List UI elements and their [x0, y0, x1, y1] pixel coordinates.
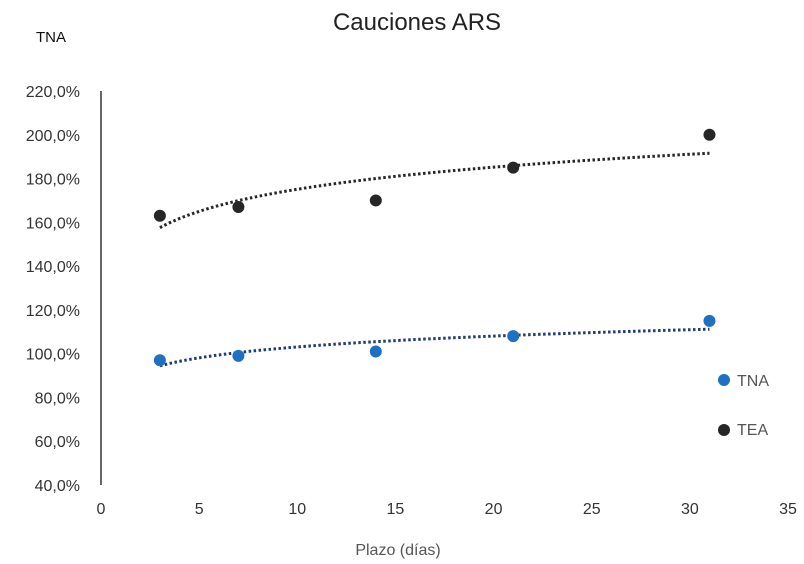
- x-tick-label: 35: [779, 501, 797, 518]
- x-tick-label: 5: [195, 501, 204, 518]
- y-tick-label: 60,0%: [35, 434, 80, 451]
- y-tick-label: 180,0%: [26, 172, 80, 189]
- point-tea: [703, 128, 716, 141]
- trendline-tna: [159, 327, 710, 368]
- point-tna: [153, 354, 166, 367]
- point-tea: [153, 209, 166, 222]
- legend-label-tna: TNA: [737, 373, 769, 390]
- x-axis-label: Plazo (días): [355, 542, 440, 559]
- x-tick-label: 30: [681, 501, 699, 518]
- y-tick-label: 220,0%: [26, 84, 80, 101]
- point-tea: [507, 161, 520, 174]
- point-tna: [703, 314, 716, 327]
- y-tick-label: 160,0%: [26, 215, 80, 232]
- legend-marker-tna: [718, 374, 730, 386]
- y-tick-label: 120,0%: [26, 303, 80, 320]
- y-axis-ticks: 40,0% 60,0% 80,0% 100,0% 120,0% 140,0% 160,0% 1…: [26, 84, 80, 495]
- x-tick-label: 25: [583, 501, 601, 518]
- y-tick-label: 80,0%: [35, 390, 80, 407]
- y-axis-label: TNA: [36, 29, 66, 46]
- x-tick-label: 10: [288, 501, 306, 518]
- trendlines: [159, 151, 710, 368]
- legend: TNA TEA: [718, 373, 769, 439]
- point-tea: [369, 194, 382, 207]
- y-tick-label: 200,0%: [26, 128, 80, 145]
- point-tna: [369, 345, 382, 358]
- point-tea: [232, 201, 245, 214]
- chart-title: Cauciones ARS: [333, 9, 501, 36]
- y-tick-label: 140,0%: [26, 259, 80, 276]
- point-tna: [507, 330, 520, 343]
- x-axis-ticks: 0 5 10 15 20 25 30 35: [97, 501, 797, 518]
- x-tick-label: 20: [485, 501, 503, 518]
- y-tick-label: 100,0%: [26, 347, 80, 364]
- y-tick-label: 40,0%: [35, 478, 80, 495]
- legend-marker-tea: [718, 424, 730, 436]
- x-tick-label: 15: [387, 501, 405, 518]
- data-points: [153, 128, 716, 367]
- trendline-tea: [159, 151, 710, 229]
- x-tick-label: 0: [97, 501, 106, 518]
- legend-label-tea: TEA: [737, 422, 768, 439]
- point-tna: [232, 349, 245, 362]
